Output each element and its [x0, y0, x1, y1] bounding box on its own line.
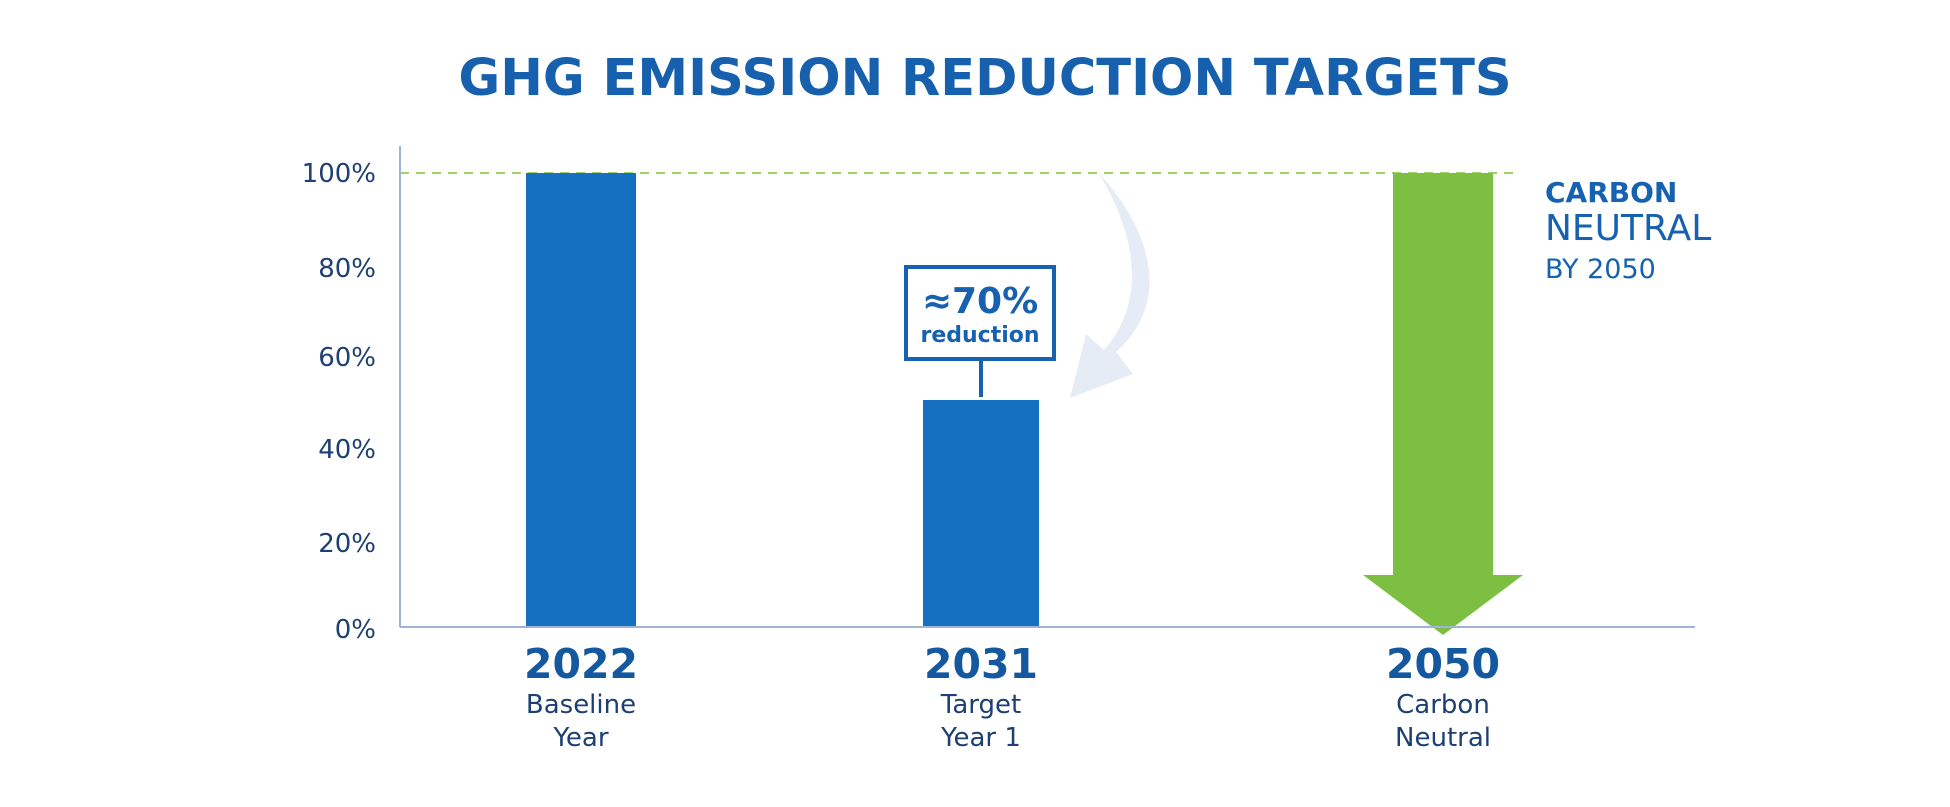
callout-box	[904, 265, 1056, 361]
arrow-2050-icon	[1363, 173, 1523, 635]
y-tick-label: 60%	[318, 343, 376, 373]
y-axis-ticks: 0% 20% 40% 60% 80% 100%	[302, 159, 376, 645]
side-note: CARBON NEUTRAL BY 2050	[1545, 176, 1711, 285]
curved-arrow-icon	[1070, 172, 1150, 398]
x-label-year: 2022	[524, 640, 638, 688]
x-label-line1: Carbon	[1396, 690, 1490, 720]
x-label-year: 2031	[924, 640, 1038, 688]
y-tick-label: 80%	[318, 254, 376, 284]
x-label-line2: Year 1	[940, 723, 1021, 753]
chart-title: GHG EMISSION REDUCTION TARGETS	[458, 49, 1511, 108]
bar-2031	[923, 400, 1039, 627]
bars	[526, 173, 1039, 627]
callout-value: ≈70%	[922, 281, 1038, 322]
y-tick-label: 100%	[302, 159, 376, 189]
side-note-line2: NEUTRAL	[1545, 208, 1711, 249]
y-tick-label: 20%	[318, 529, 376, 559]
side-note-line3: BY 2050	[1545, 254, 1656, 285]
y-tick-label: 40%	[318, 435, 376, 465]
callout-label: reduction	[920, 323, 1039, 348]
x-label-line2: Neutral	[1395, 723, 1491, 753]
x-label-line2: Year	[552, 723, 608, 753]
y-tick-label: 0%	[335, 615, 376, 645]
reduction-callout: ≈70% reduction	[904, 265, 1056, 397]
side-note-line1: CARBON	[1545, 176, 1677, 209]
x-label-line1: Baseline	[526, 690, 636, 720]
x-label-line1: Target	[940, 690, 1021, 720]
x-label-year: 2050	[1386, 640, 1500, 688]
bar-2022	[526, 173, 636, 627]
